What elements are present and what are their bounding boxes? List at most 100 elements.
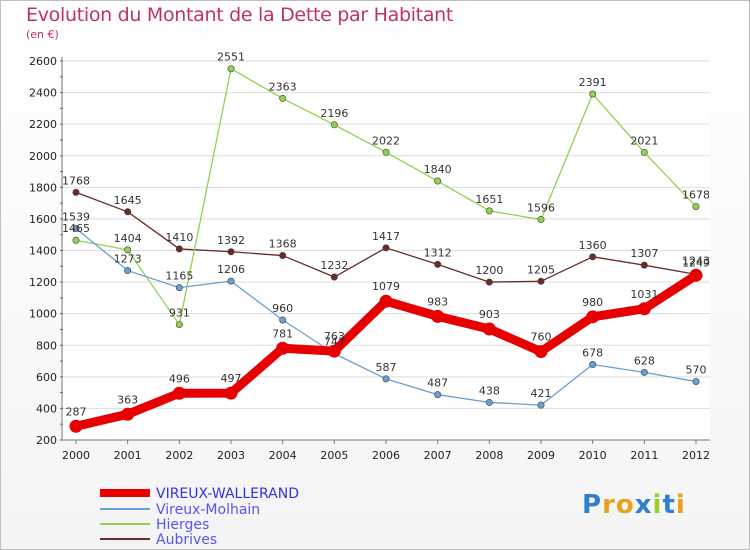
data-point (640, 148, 648, 156)
data-point (124, 246, 132, 254)
x-tick-label: 2005 (320, 449, 348, 462)
data-label: 1031 (630, 288, 658, 301)
data-point (175, 284, 183, 292)
data-point (537, 401, 545, 409)
data-label: 1678 (682, 189, 710, 202)
data-label: 1392 (217, 234, 245, 247)
x-tick-label: 2004 (269, 449, 297, 462)
data-point (589, 253, 597, 261)
data-point (382, 148, 390, 156)
data-label: 1840 (424, 163, 452, 176)
data-label: 760 (531, 331, 552, 344)
legend-label: VIREUX-WALLERAND (156, 486, 299, 502)
y-tick-label: 200 (36, 434, 57, 447)
x-tick-label: 2012 (682, 449, 710, 462)
y-tick-label: 1600 (29, 213, 57, 226)
data-label: 1079 (372, 280, 400, 293)
y-tick-label: 800 (36, 339, 57, 352)
data-point (279, 252, 287, 260)
proxiti-logo: Proxiti (582, 490, 686, 520)
logo-letter: r (602, 490, 616, 520)
data-point (589, 361, 597, 369)
data-point (72, 225, 80, 233)
data-point (175, 321, 183, 329)
data-point (537, 277, 545, 285)
logo-letter: x (634, 490, 653, 520)
data-point (482, 322, 496, 336)
data-point (379, 294, 393, 308)
data-label: 438 (479, 384, 500, 397)
data-point (534, 345, 548, 359)
data-label: 1768 (62, 174, 90, 187)
y-tick-label: 1800 (29, 181, 57, 194)
y-tick-label: 2400 (29, 87, 57, 100)
x-tick-label: 2010 (579, 449, 607, 462)
data-label: 747 (324, 336, 345, 349)
legend: VIREUX-WALLERANDVireux-MolhainHiergesAub… (100, 486, 299, 548)
data-label: 1645 (114, 194, 142, 207)
y-tick-label: 600 (36, 371, 57, 384)
data-label: 2022 (372, 134, 400, 147)
y-tick-label: 2600 (29, 55, 57, 68)
data-label: 1539 (62, 211, 90, 224)
data-label: 587 (376, 361, 397, 374)
data-label: 1200 (475, 264, 503, 277)
data-point (327, 344, 341, 358)
data-label: 2196 (320, 107, 348, 120)
data-label: 2391 (579, 76, 607, 89)
y-tick-label: 1000 (29, 308, 57, 321)
chart-title: Evolution du Montant de la Dette par Hab… (26, 4, 454, 26)
data-label: 1360 (579, 239, 607, 252)
series-layer (69, 65, 703, 433)
data-point (330, 121, 338, 129)
data-point (434, 391, 442, 399)
x-tick-label: 2007 (424, 449, 452, 462)
data-label: 763 (324, 330, 345, 343)
data-point (689, 268, 703, 282)
data-label: 1307 (630, 247, 658, 260)
data-point (276, 341, 290, 355)
data-point (279, 94, 287, 102)
data-label: 1273 (114, 253, 142, 266)
data-point (172, 386, 186, 400)
data-point (227, 65, 235, 73)
x-tick-label: 2003 (217, 449, 245, 462)
data-point (589, 90, 597, 98)
data-label: 496 (169, 372, 190, 385)
data-point (382, 244, 390, 252)
data-point (485, 398, 493, 406)
x-tick-label: 2002 (165, 449, 193, 462)
data-label: 903 (479, 308, 500, 321)
legend-label: Hierges (156, 517, 209, 533)
data-label: 1243 (682, 254, 710, 267)
data-label: 678 (582, 347, 603, 360)
data-label: 2363 (269, 80, 297, 93)
data-point (586, 310, 600, 324)
data-label: 781 (272, 327, 293, 340)
data-label: 2021 (630, 134, 658, 147)
data-point (692, 378, 700, 386)
data-label: 497 (221, 372, 242, 385)
data-point (124, 208, 132, 216)
data-label: 1205 (527, 263, 555, 276)
data-point (72, 236, 80, 244)
x-tick-label: 2009 (527, 449, 555, 462)
x-tick-label: 2001 (114, 449, 142, 462)
data-point (121, 407, 135, 421)
data-point (640, 368, 648, 376)
data-point (382, 375, 390, 383)
logo-letter: t (662, 490, 676, 520)
data-label: 1312 (424, 246, 452, 259)
axes: 200 400 600 800 1000 1200 1400 1600 1800 2000 2200… (29, 55, 710, 462)
data-point (124, 267, 132, 275)
data-point (434, 260, 442, 268)
y-tick-label: 400 (36, 402, 57, 415)
data-label: 1206 (217, 263, 245, 276)
data-label: 1232 (320, 259, 348, 272)
data-point (485, 278, 493, 286)
data-label: 421 (531, 387, 552, 400)
data-point (227, 277, 235, 285)
data-label: 363 (117, 393, 138, 406)
data-label: 628 (634, 354, 655, 367)
